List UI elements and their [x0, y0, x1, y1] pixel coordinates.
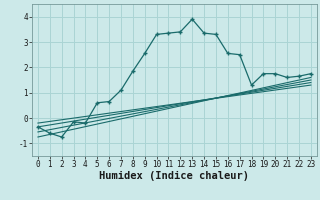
X-axis label: Humidex (Indice chaleur): Humidex (Indice chaleur): [100, 171, 249, 181]
